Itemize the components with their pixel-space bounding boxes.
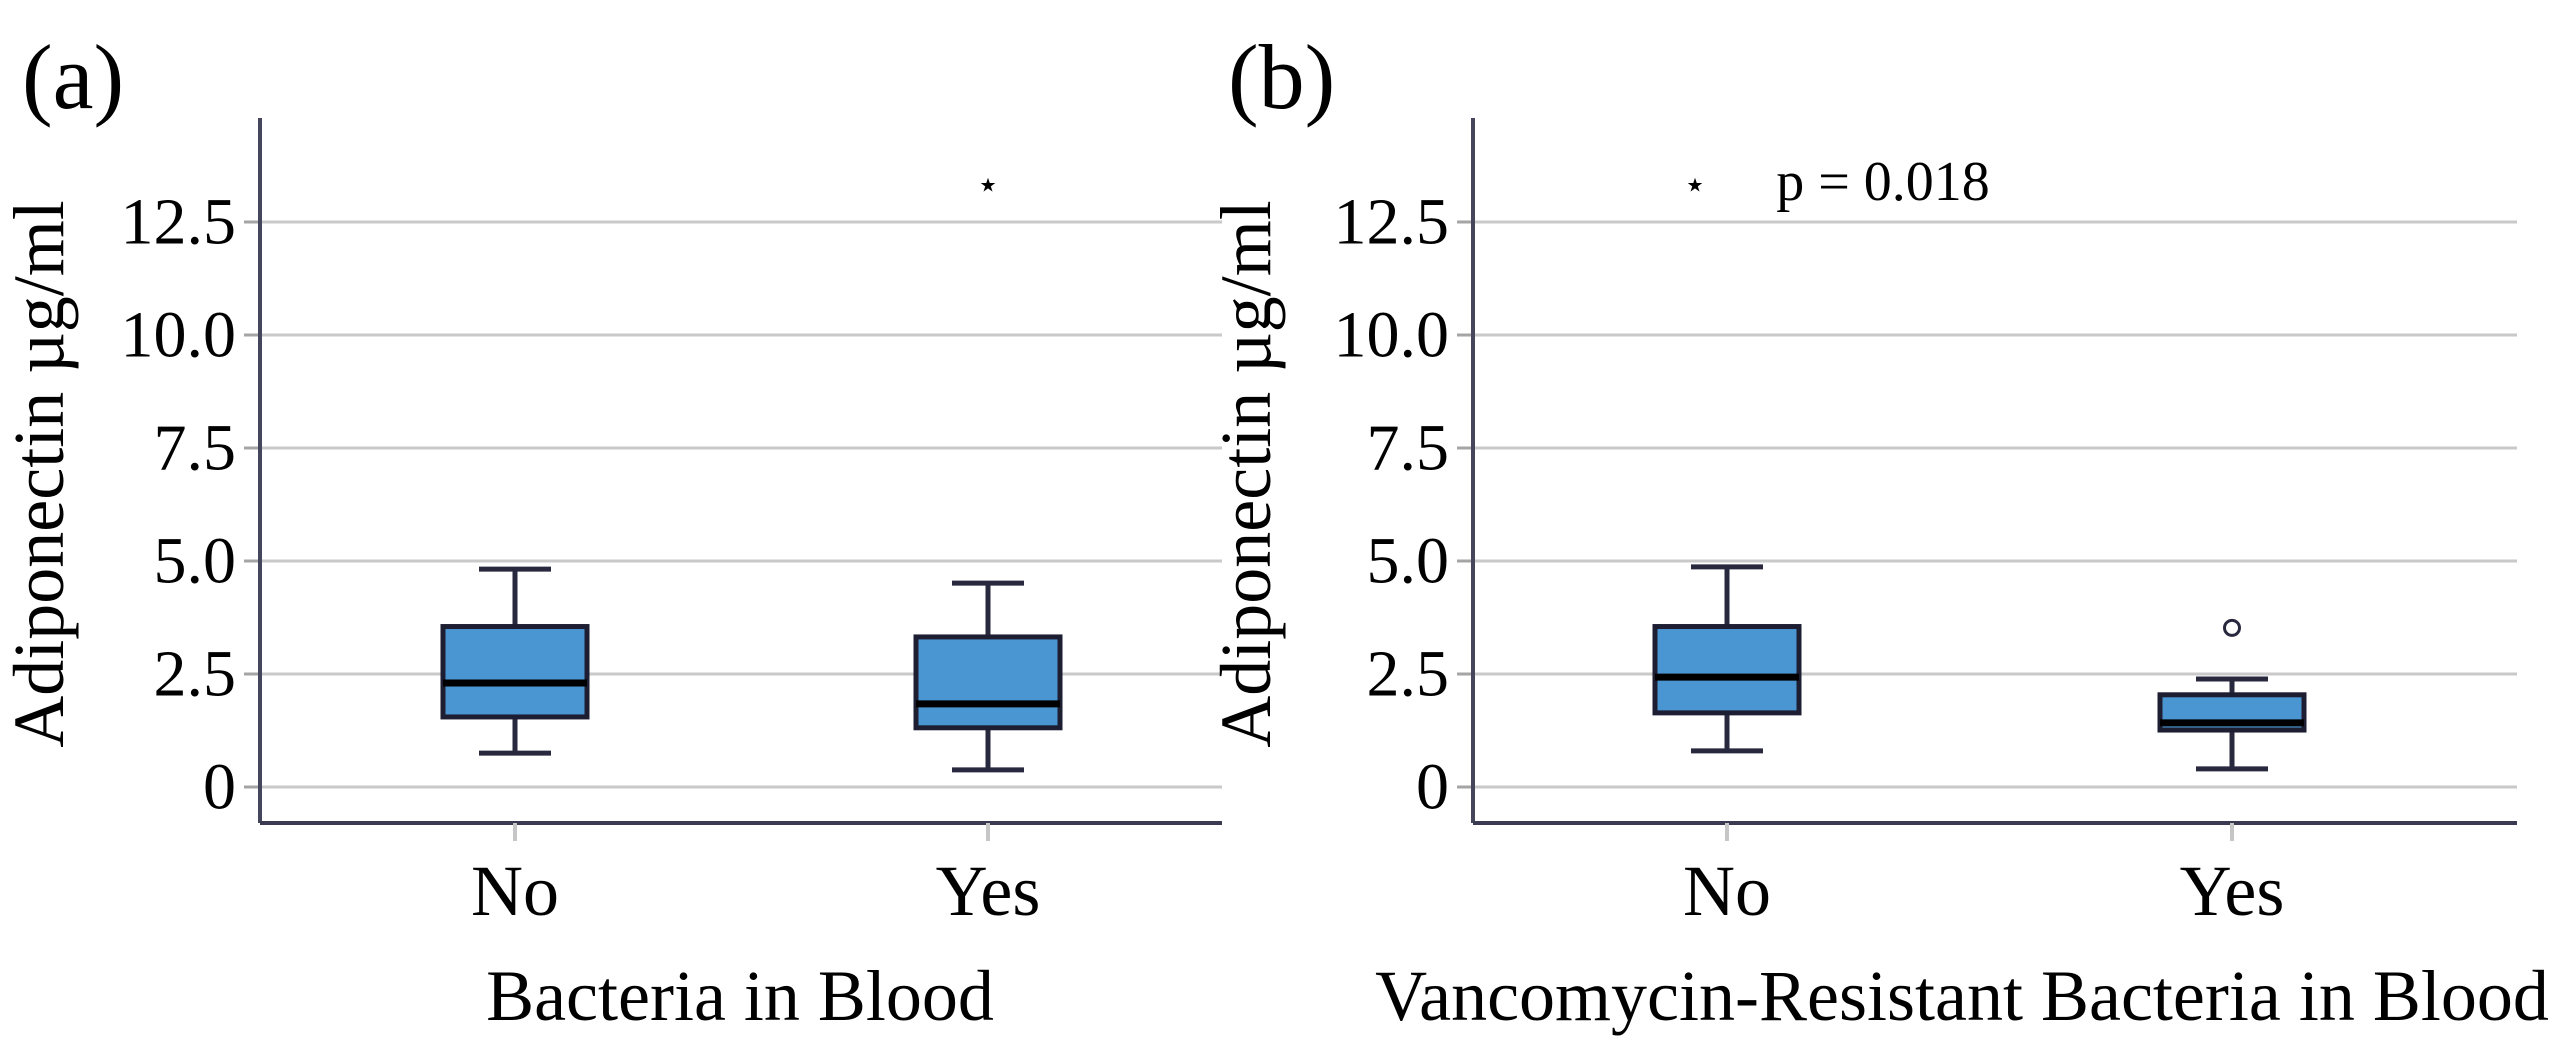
box-rect (440, 624, 590, 720)
panel-b: ★ (b) Adiponectin µg/ml 12.5 10.0 7.5 5.… (1206, 26, 2549, 1036)
panel-a-ytick-label: 10.0 (121, 299, 237, 372)
panel-a-shapes: ★ (244, 118, 1222, 841)
panel-a-ytick-label: 2.5 (154, 638, 237, 711)
panel-b-ytick-label: 7.5 (1367, 412, 1450, 485)
panel-b-ytick-label: 0 (1416, 751, 1449, 824)
outlier-star-marker: ★ (1686, 175, 1703, 196)
panel-b-tag: (b) (1228, 26, 1335, 128)
panel-a-category-yes: Yes (936, 851, 1041, 931)
panel-a: ★ (a) Adiponectin µg/ml 12.5 10.0 7.5 5.… (0, 26, 1222, 1036)
panel-b-x-axis-title: Vancomycin-Resistant Bacteria in Blood (1375, 956, 2549, 1036)
panel-b-category-no: No (1683, 851, 1771, 931)
panel-a-ytick-label: 5.0 (154, 525, 237, 598)
panel-a-ytick-label: 0 (203, 751, 236, 824)
panel-a-ytick-label: 7.5 (154, 412, 237, 485)
outlier-star-marker: ★ (979, 175, 996, 196)
panel-a-labels: (a) Adiponectin µg/ml 12.5 10.0 7.5 5.0 … (0, 26, 1040, 1036)
box-rect (913, 634, 1063, 731)
panel-b-ytick-label: 12.5 (1334, 186, 1450, 259)
panel-b-category-yes: Yes (2180, 851, 2285, 931)
panel-b-shapes: ★ (1457, 118, 2517, 841)
panel-b-ytick-label: 2.5 (1367, 638, 1450, 711)
panel-b-labels: (b) Adiponectin µg/ml 12.5 10.0 7.5 5.0 … (1206, 26, 2549, 1036)
box-rect (1652, 624, 1802, 716)
panel-a-tag: (a) (22, 26, 124, 128)
panel-b-ytick-label: 5.0 (1367, 525, 1450, 598)
panel-a-category-no: No (471, 851, 559, 931)
panel-a-y-axis-title: Adiponectin µg/ml (0, 200, 79, 747)
outlier-circle-marker (2223, 618, 2241, 637)
panel-a-ytick-label: 12.5 (121, 186, 237, 259)
panel-b-ytick-label: 10.0 (1334, 299, 1450, 372)
panel-a-x-axis-title: Bacteria in Blood (486, 956, 994, 1036)
panel-b-y-axis-title: Adiponectin µg/ml (1206, 200, 1286, 747)
panel-b-p-value-annotation: p = 0.018 (1776, 151, 1990, 213)
